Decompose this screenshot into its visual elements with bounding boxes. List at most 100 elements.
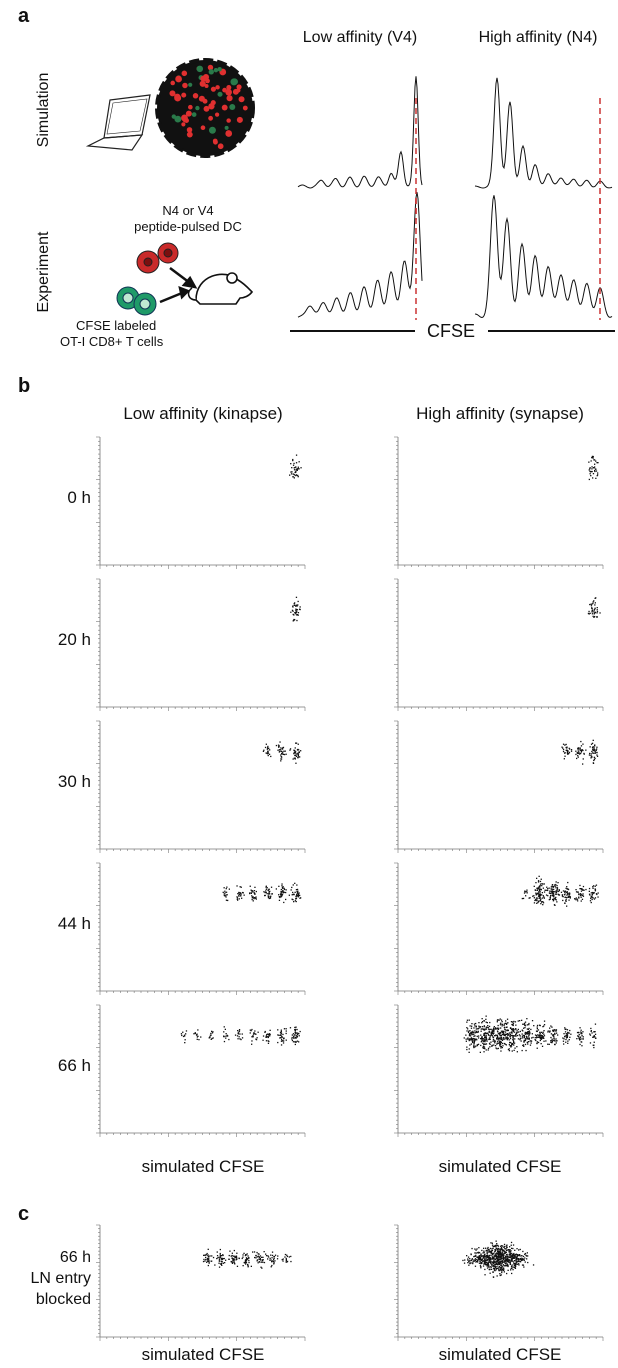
cell-dot bbox=[497, 1031, 499, 1033]
cell-dot bbox=[485, 1028, 487, 1030]
cell-dot bbox=[511, 1254, 513, 1257]
cell-dot bbox=[541, 883, 543, 885]
cell-dot bbox=[294, 1041, 296, 1043]
cell-dot bbox=[491, 1257, 493, 1259]
cell-dot bbox=[478, 1258, 480, 1260]
cell-dot bbox=[271, 1257, 273, 1259]
cell-dot bbox=[589, 473, 591, 475]
cell-dot bbox=[485, 1247, 487, 1249]
cell-dot bbox=[268, 1040, 270, 1043]
cell-dot bbox=[528, 1037, 530, 1039]
cell-dot bbox=[577, 747, 579, 749]
cell-dot bbox=[292, 884, 294, 886]
cell-dot bbox=[234, 1263, 236, 1265]
cell-dot bbox=[500, 1030, 503, 1032]
cell-dot bbox=[504, 1251, 506, 1253]
cell-dot bbox=[493, 1269, 496, 1271]
cell-dot bbox=[211, 1255, 213, 1257]
cell-dot bbox=[551, 890, 553, 893]
cell-dot bbox=[543, 1035, 546, 1037]
cell-dot bbox=[225, 1037, 227, 1039]
cell-dot bbox=[493, 1039, 495, 1041]
cell-dot bbox=[590, 475, 592, 477]
cell-dot bbox=[519, 1257, 521, 1260]
cell-dot bbox=[496, 1043, 498, 1045]
sphere-dot bbox=[242, 105, 248, 111]
cell-dot bbox=[488, 1042, 491, 1044]
cell-dot bbox=[502, 1253, 504, 1256]
cell-dot bbox=[582, 763, 584, 765]
cell-dot bbox=[592, 887, 594, 889]
cell-dot bbox=[589, 1034, 592, 1036]
cell-dot bbox=[298, 1033, 300, 1035]
cell-dot bbox=[480, 1255, 483, 1257]
cell-dot bbox=[512, 1261, 515, 1263]
cell-dot bbox=[549, 896, 551, 898]
cell-dot bbox=[499, 1253, 501, 1255]
cell-dot bbox=[467, 1256, 470, 1258]
cell-dot bbox=[542, 1037, 544, 1039]
cell-dot bbox=[500, 1040, 502, 1043]
cell-dot bbox=[482, 1045, 484, 1048]
cell-dot bbox=[521, 1264, 524, 1266]
cell-dot bbox=[496, 1042, 498, 1044]
cell-dot bbox=[237, 893, 239, 895]
cell-dot bbox=[536, 1036, 538, 1038]
cell-dot bbox=[521, 1033, 523, 1035]
cell-dot bbox=[225, 1033, 227, 1035]
cell-dot bbox=[541, 1045, 544, 1047]
cell-dot bbox=[499, 1252, 501, 1254]
cell-dot bbox=[507, 1269, 509, 1271]
cell-dot bbox=[265, 1036, 267, 1038]
cell-dot bbox=[575, 899, 577, 901]
cell-dot bbox=[513, 1257, 515, 1259]
cell-dot bbox=[593, 1035, 595, 1037]
cell-dot bbox=[594, 470, 596, 473]
cell-dot bbox=[265, 891, 267, 894]
cell-dot bbox=[270, 886, 273, 888]
cell-dot bbox=[267, 897, 270, 899]
cell-dot bbox=[527, 1031, 529, 1033]
cell-dot bbox=[471, 1023, 473, 1025]
cell-dot bbox=[568, 1039, 570, 1041]
cell-dot bbox=[566, 749, 568, 751]
cell-dot bbox=[180, 1033, 183, 1035]
cell-dot bbox=[523, 1041, 525, 1043]
cell-dot bbox=[198, 1039, 200, 1041]
cell-dot bbox=[296, 884, 298, 886]
cell-dot bbox=[466, 1021, 468, 1023]
cell-dot bbox=[475, 1045, 477, 1047]
cell-dot bbox=[587, 612, 590, 615]
cell-dot bbox=[485, 1035, 487, 1037]
cell-dot bbox=[565, 887, 567, 889]
cell-dot bbox=[283, 1028, 286, 1030]
cell-dot bbox=[539, 894, 541, 896]
cell-dot bbox=[597, 892, 599, 894]
cell-dot bbox=[295, 470, 297, 473]
cell-dot bbox=[285, 898, 287, 901]
cell-dot bbox=[490, 1034, 492, 1036]
cell-dot bbox=[266, 887, 268, 889]
cell-dot bbox=[578, 1038, 580, 1040]
cell-dot bbox=[578, 747, 580, 749]
cell-dot bbox=[496, 1249, 499, 1251]
cell-dot bbox=[551, 1041, 553, 1044]
cell-dot bbox=[293, 469, 296, 471]
cell-dot bbox=[476, 1044, 479, 1047]
cell-dot bbox=[236, 1252, 238, 1254]
cell-dot bbox=[505, 1023, 508, 1025]
cell-dot bbox=[510, 1256, 512, 1259]
cell-dot bbox=[513, 1020, 515, 1023]
cell-dot bbox=[468, 1030, 470, 1032]
cell-dot bbox=[589, 612, 591, 614]
cell-dot bbox=[591, 1032, 593, 1034]
cell-dot bbox=[550, 886, 552, 888]
cell-dot bbox=[580, 894, 582, 897]
cell-dot bbox=[253, 1251, 256, 1253]
cell-dot bbox=[255, 1038, 257, 1040]
cell-dot bbox=[486, 1259, 489, 1261]
cell-dot bbox=[487, 1033, 489, 1035]
cell-dot bbox=[505, 1036, 507, 1038]
cell-dot bbox=[252, 890, 254, 892]
cell-dot bbox=[582, 889, 584, 891]
